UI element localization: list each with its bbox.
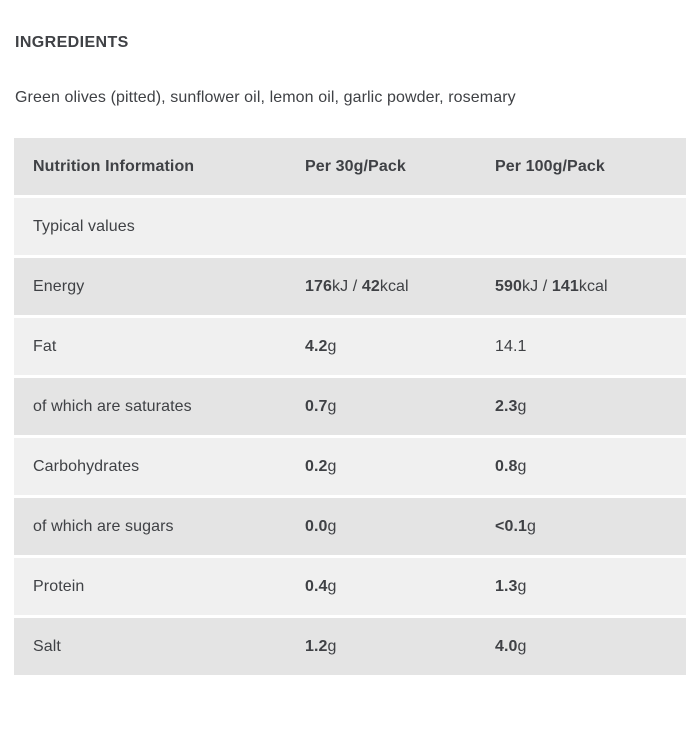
table-row: of which are sugars 0.0g <0.1g bbox=[14, 498, 686, 555]
row-label: Carbohydrates bbox=[33, 457, 140, 475]
value-segment: kJ / bbox=[522, 277, 552, 295]
value-per-100g: 14.1 bbox=[495, 338, 686, 356]
row-label: Salt bbox=[33, 637, 61, 655]
value-segment: 0.7 bbox=[305, 397, 328, 415]
value-segment: 42 bbox=[361, 277, 380, 295]
value-segment: 0.4 bbox=[305, 577, 328, 595]
value-per-30g: 0.4g bbox=[305, 578, 495, 596]
value-per-30g: 0.0g bbox=[305, 518, 495, 536]
row-label: of which are sugars bbox=[33, 517, 174, 535]
ingredients-heading: INGREDIENTS bbox=[15, 34, 129, 51]
column-header-per-30g-pack: Per 30g/Pack bbox=[305, 157, 406, 175]
value-segment: 0.2 bbox=[305, 457, 328, 475]
product-nutrition-section: INGREDIENTS Green olives (pitted), sunfl… bbox=[0, 34, 700, 675]
row-label: Protein bbox=[33, 577, 85, 595]
value-per-100g: 2.3g bbox=[495, 398, 686, 416]
value-segment: g bbox=[327, 337, 337, 355]
value-per-30g: 0.7g bbox=[305, 398, 495, 416]
value-segment: g bbox=[327, 577, 337, 595]
value-segment: kcal bbox=[379, 277, 409, 295]
value-segment: 2.3 bbox=[495, 397, 518, 415]
ingredients-text: Green olives (pitted), sunflower oil, le… bbox=[15, 89, 516, 106]
value-segment: 4.2 bbox=[305, 337, 328, 355]
value-segment: 0.8 bbox=[495, 457, 518, 475]
table-row: Protein 0.4g 1.3g bbox=[14, 558, 686, 615]
value-segment: g bbox=[327, 517, 337, 535]
nutrition-table: Nutrition Information Per 30g/Pack Per 1… bbox=[14, 138, 686, 675]
value-per-100g: <0.1g bbox=[495, 518, 686, 536]
value-segment: kJ / bbox=[332, 277, 362, 295]
row-label: Fat bbox=[33, 337, 57, 355]
value-segment: g bbox=[517, 397, 527, 415]
column-header-per-100g-pack: Per 100g/Pack bbox=[495, 157, 605, 175]
value-segment: g bbox=[327, 457, 337, 475]
nutrition-table-body: Typical values Energy 176kJ / 42kcal 590kJ … bbox=[14, 198, 686, 675]
row-label: Energy bbox=[33, 277, 85, 295]
value-segment: 14.1 bbox=[495, 337, 527, 355]
value-per-100g: 0.8g bbox=[495, 458, 686, 476]
value-segment: kcal bbox=[578, 277, 608, 295]
value-per-30g: 4.2g bbox=[305, 338, 495, 356]
row-label: Typical values bbox=[33, 217, 135, 235]
table-row: Typical values bbox=[14, 198, 686, 255]
value-segment: <0.1 bbox=[495, 517, 527, 535]
value-segment: g bbox=[517, 457, 527, 475]
column-header-nutrition-information: Nutrition Information bbox=[33, 157, 195, 175]
table-row: of which are saturates 0.7g 2.3g bbox=[14, 378, 686, 435]
value-segment: g bbox=[517, 577, 527, 595]
value-per-100g: 1.3g bbox=[495, 578, 686, 596]
value-segment: g bbox=[527, 517, 536, 535]
value-segment: 1.2 bbox=[305, 637, 328, 655]
row-label: of which are saturates bbox=[33, 397, 192, 415]
value-segment: g bbox=[517, 637, 527, 655]
value-segment: 176 bbox=[305, 277, 332, 295]
value-segment: 590 bbox=[495, 277, 522, 295]
value-segment: 141 bbox=[551, 277, 579, 295]
table-row: Fat 4.2g 14.1 bbox=[14, 318, 686, 375]
value-per-100g: 4.0g bbox=[495, 638, 686, 656]
value-segment: 4.0 bbox=[495, 637, 518, 655]
value-segment: g bbox=[327, 637, 337, 655]
value-segment: 1.3 bbox=[495, 577, 518, 595]
table-row: Carbohydrates 0.2g 0.8g bbox=[14, 438, 686, 495]
value-per-100g: 590kJ / 141kcal bbox=[495, 278, 686, 296]
value-segment: 0.0 bbox=[305, 517, 328, 535]
value-per-30g: 176kJ / 42kcal bbox=[305, 278, 495, 296]
value-per-30g: 0.2g bbox=[305, 458, 495, 476]
table-row: Energy 176kJ / 42kcal 590kJ / 141kcal bbox=[14, 258, 686, 315]
value-per-30g: 1.2g bbox=[305, 638, 495, 656]
table-header-row: Nutrition Information Per 30g/Pack Per 1… bbox=[14, 138, 686, 195]
table-row: Salt 1.2g 4.0g bbox=[14, 618, 686, 675]
value-segment: g bbox=[327, 397, 337, 415]
